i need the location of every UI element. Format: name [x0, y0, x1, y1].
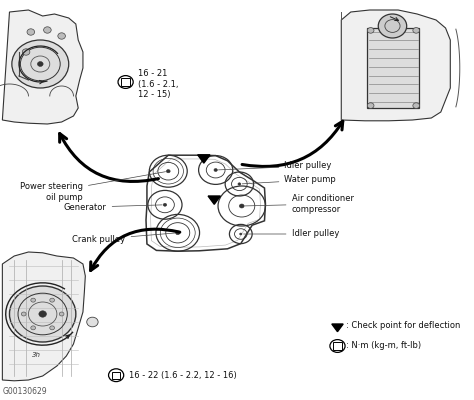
Text: 16 - 21
(1.6 - 2.1,
12 - 15): 16 - 21 (1.6 - 2.1, 12 - 15): [138, 69, 179, 99]
Circle shape: [214, 168, 218, 172]
Circle shape: [58, 33, 65, 39]
Text: Idler pulley: Idler pulley: [244, 230, 339, 238]
Text: Power steering
oil pump: Power steering oil pump: [20, 172, 165, 202]
Text: Water pump: Water pump: [242, 176, 336, 184]
Circle shape: [413, 28, 419, 33]
Polygon shape: [208, 196, 220, 204]
Circle shape: [12, 40, 69, 88]
Circle shape: [27, 29, 35, 35]
Circle shape: [367, 103, 374, 108]
Circle shape: [59, 312, 64, 316]
Circle shape: [413, 103, 419, 108]
Text: Air conditioner
compressor: Air conditioner compressor: [245, 194, 354, 214]
Circle shape: [367, 28, 374, 33]
Circle shape: [31, 326, 36, 330]
Polygon shape: [198, 155, 210, 163]
Text: Generator: Generator: [64, 203, 162, 212]
Text: Crank pulley: Crank pulley: [73, 233, 175, 244]
Circle shape: [44, 27, 51, 33]
Circle shape: [240, 233, 242, 235]
Circle shape: [239, 204, 244, 208]
Circle shape: [378, 14, 407, 38]
Text: Idler pulley: Idler pulley: [219, 162, 332, 170]
Circle shape: [163, 203, 167, 206]
Circle shape: [175, 231, 180, 235]
Polygon shape: [341, 10, 450, 121]
Circle shape: [9, 286, 76, 342]
Circle shape: [50, 298, 55, 302]
Polygon shape: [2, 10, 83, 124]
Circle shape: [37, 62, 43, 66]
Text: 16 - 22 (1.6 - 2.2, 12 - 16): 16 - 22 (1.6 - 2.2, 12 - 16): [129, 371, 237, 380]
Polygon shape: [332, 324, 343, 332]
Text: G00130629: G00130629: [2, 387, 47, 396]
Circle shape: [22, 49, 30, 55]
Bar: [367, 28, 419, 108]
Circle shape: [238, 183, 241, 185]
Circle shape: [31, 298, 36, 302]
Text: : Check point for deflection: : Check point for deflection: [346, 322, 460, 330]
Text: 3h: 3h: [32, 352, 41, 358]
Circle shape: [87, 317, 98, 327]
Text: : N·m (kg-m, ft-lb): : N·m (kg-m, ft-lb): [346, 342, 421, 350]
Circle shape: [50, 326, 55, 330]
Polygon shape: [2, 252, 85, 381]
Circle shape: [21, 312, 26, 316]
Circle shape: [166, 170, 170, 173]
Circle shape: [39, 311, 46, 317]
